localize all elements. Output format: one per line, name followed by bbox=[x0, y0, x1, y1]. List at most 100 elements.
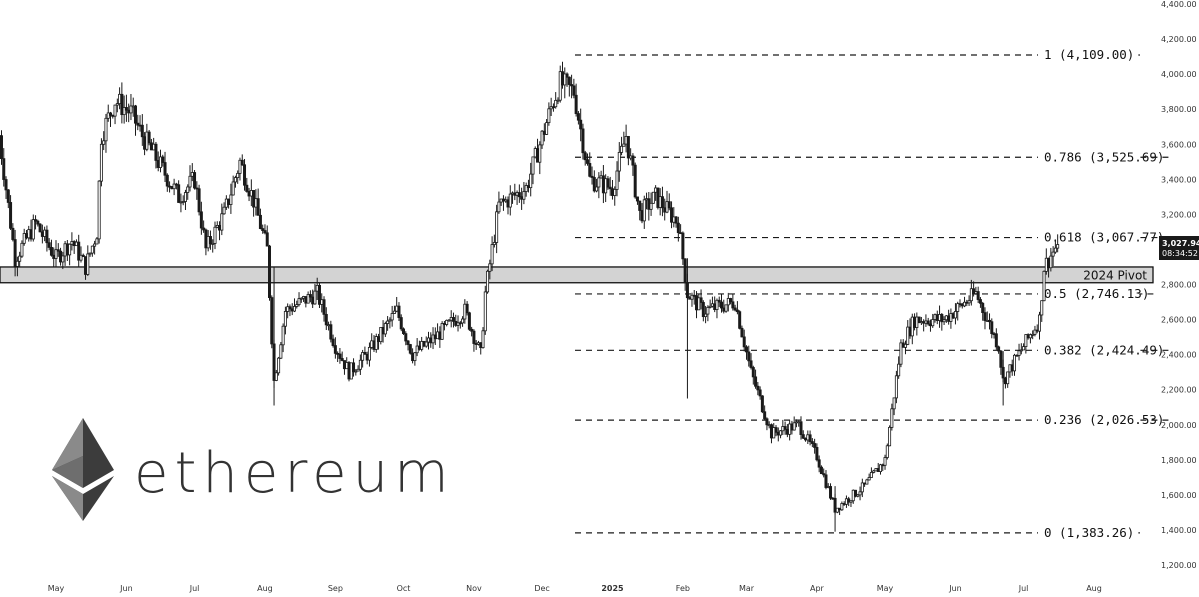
candle-body bbox=[254, 198, 258, 208]
candle bbox=[1013, 353, 1017, 376]
x-tick-label: May bbox=[877, 584, 894, 593]
candle bbox=[994, 328, 998, 350]
candle-body bbox=[515, 192, 519, 196]
candle bbox=[258, 208, 262, 230]
candle bbox=[849, 500, 853, 508]
candle-body bbox=[227, 198, 231, 205]
candle bbox=[695, 291, 699, 319]
candle bbox=[322, 296, 326, 322]
candle-body bbox=[331, 338, 335, 346]
candle bbox=[844, 495, 848, 508]
candle bbox=[61, 251, 65, 270]
candle-body bbox=[52, 254, 56, 259]
candle-body bbox=[165, 174, 169, 187]
candle bbox=[408, 343, 412, 355]
candle bbox=[885, 443, 889, 460]
candle bbox=[538, 141, 542, 175]
candle bbox=[181, 195, 185, 206]
candle-body bbox=[408, 344, 412, 354]
x-tick-label: Apr bbox=[810, 584, 825, 593]
candle bbox=[43, 226, 47, 242]
candle-body bbox=[649, 202, 653, 210]
candle-body bbox=[377, 336, 381, 343]
candle-body bbox=[667, 201, 671, 209]
ethereum-logo bbox=[52, 418, 114, 521]
candle bbox=[756, 381, 760, 396]
candle bbox=[36, 219, 40, 227]
candle bbox=[49, 239, 53, 257]
candle bbox=[876, 462, 880, 472]
candle-body bbox=[963, 301, 967, 307]
candle bbox=[347, 361, 351, 382]
candle bbox=[11, 223, 15, 242]
candle-body bbox=[647, 198, 651, 210]
candle-body bbox=[595, 186, 599, 192]
candle-body bbox=[168, 185, 172, 188]
candle bbox=[774, 425, 778, 437]
candle-body bbox=[1017, 350, 1021, 356]
candle bbox=[2, 148, 6, 187]
candle-body bbox=[488, 263, 492, 272]
candle-body bbox=[1006, 371, 1010, 385]
candle-body bbox=[15, 260, 19, 267]
candle-body bbox=[433, 334, 437, 340]
candle-body bbox=[258, 214, 262, 229]
candle-body bbox=[817, 459, 821, 468]
candle-body bbox=[320, 299, 324, 305]
candle bbox=[52, 247, 56, 268]
candle bbox=[610, 180, 614, 200]
candle-body bbox=[822, 473, 826, 476]
candle-body bbox=[876, 468, 880, 472]
candle bbox=[263, 224, 267, 235]
candle bbox=[177, 180, 181, 203]
candle bbox=[467, 311, 471, 331]
candle-body bbox=[788, 423, 792, 435]
candle bbox=[190, 163, 194, 182]
candle-body bbox=[395, 305, 399, 312]
candle bbox=[779, 430, 783, 439]
candle-body bbox=[899, 342, 903, 365]
candle-body bbox=[147, 131, 151, 144]
candle bbox=[281, 323, 285, 353]
y-tick-label: 1,800.00 bbox=[1161, 456, 1197, 465]
candle bbox=[649, 192, 653, 216]
candle-body bbox=[249, 190, 253, 197]
candle-body bbox=[47, 242, 51, 248]
candle bbox=[860, 478, 864, 498]
candle-body bbox=[610, 188, 614, 196]
candle-body bbox=[656, 187, 660, 208]
candle-body bbox=[856, 494, 860, 497]
candle bbox=[883, 454, 887, 470]
candle-body bbox=[756, 385, 760, 391]
candle-body bbox=[197, 188, 201, 213]
candle bbox=[776, 427, 780, 442]
candle bbox=[426, 331, 430, 350]
candle bbox=[320, 293, 324, 313]
candle-body bbox=[994, 333, 998, 348]
candle bbox=[15, 256, 19, 277]
candle-body bbox=[928, 323, 932, 327]
candle-body bbox=[68, 243, 72, 256]
candle bbox=[31, 214, 35, 242]
candle-body bbox=[829, 486, 833, 499]
candle bbox=[640, 203, 644, 224]
candle bbox=[540, 129, 544, 149]
candle bbox=[722, 299, 726, 314]
candle-body bbox=[506, 199, 510, 208]
candle-body bbox=[65, 243, 69, 256]
candle-body bbox=[704, 313, 708, 318]
y-tick-label: 2,600.00 bbox=[1161, 316, 1197, 325]
candle bbox=[292, 298, 296, 313]
candle bbox=[488, 259, 492, 280]
candle-body bbox=[342, 360, 346, 370]
candle bbox=[183, 189, 187, 211]
candle-body bbox=[202, 227, 206, 231]
candle bbox=[674, 216, 678, 228]
candle bbox=[892, 397, 896, 416]
candle-body bbox=[749, 360, 753, 368]
candle-body bbox=[22, 233, 26, 244]
candle-body bbox=[633, 164, 637, 198]
candle-body bbox=[556, 99, 560, 102]
candle-body bbox=[983, 312, 987, 321]
candle bbox=[490, 236, 494, 272]
